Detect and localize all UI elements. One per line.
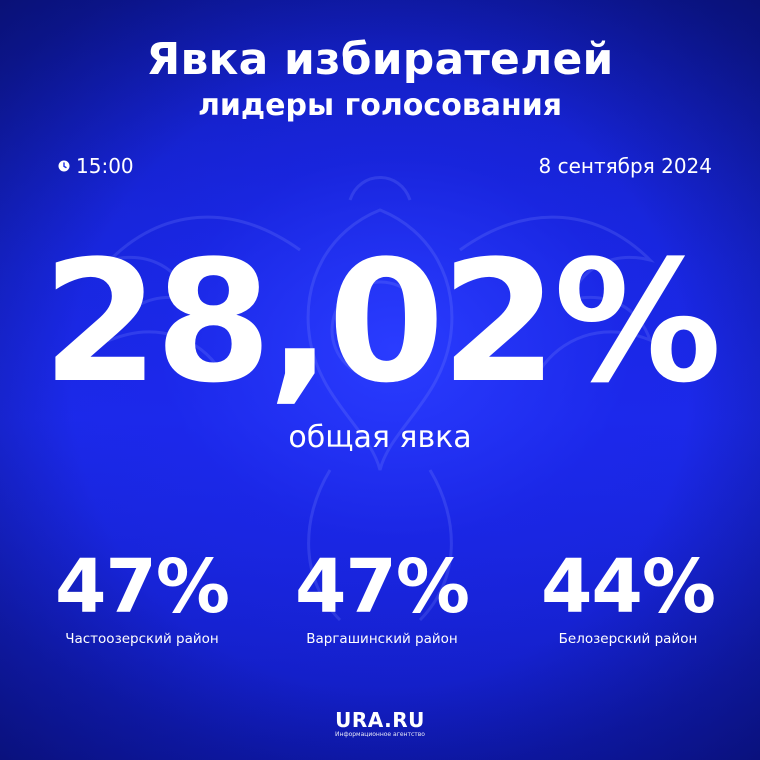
district-name: Белозерский район	[558, 631, 698, 647]
page-subtitle: лидеры голосования	[197, 88, 563, 123]
district-turnout-value: 47%	[54, 544, 230, 630]
time-row: 15:00	[58, 154, 134, 178]
brand-name: URA.RU	[335, 708, 425, 732]
brand-logo: URA.RU Информационное агентство	[0, 708, 760, 738]
total-turnout-label: общая явка	[288, 420, 472, 455]
district-stat: 47% Варгашинский район	[262, 545, 502, 647]
district-stat: 47% Частоозерский район	[22, 545, 262, 647]
district-name: Частоозерский район	[65, 631, 219, 647]
clock-icon	[58, 160, 70, 172]
district-stat: 44% Белозерский район	[508, 545, 748, 647]
district-turnout-value: 44%	[540, 544, 716, 630]
district-name: Варгашинский район	[306, 631, 458, 647]
date-value: 8 сентября 2024	[538, 154, 712, 178]
total-turnout-value: 28,02%	[42, 224, 722, 420]
page-title: Явка избирателей	[146, 34, 614, 85]
district-turnout-value: 47%	[294, 544, 470, 630]
brand-tagline: Информационное агентство	[335, 731, 425, 738]
time-value: 15:00	[76, 154, 134, 178]
